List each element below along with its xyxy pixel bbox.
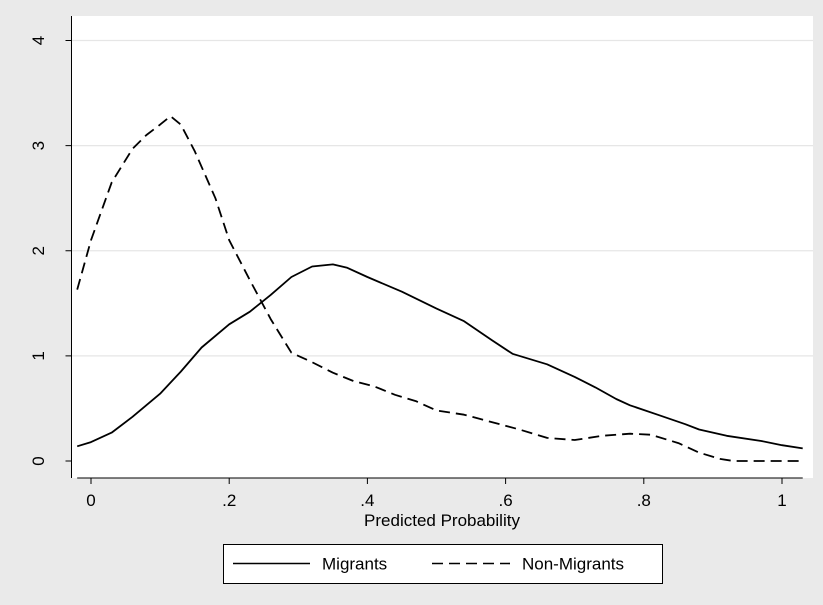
x-tick-label: .2 xyxy=(222,491,236,510)
x-tick-label: 1 xyxy=(777,491,786,510)
axes: 0 1 2 3 4 0 .2 .4 .6 .8 1 xyxy=(29,16,803,510)
legend: Migrants Non-Migrants xyxy=(223,544,663,584)
y-tick-label: 2 xyxy=(29,246,48,255)
y-tick-label: 1 xyxy=(29,351,48,360)
x-tick-label: .4 xyxy=(360,491,374,510)
x-tick-label: .6 xyxy=(499,491,513,510)
x-axis-title: Predicted Probability xyxy=(364,511,520,530)
y-tick-label: 4 xyxy=(29,36,48,45)
series-line xyxy=(76,115,803,462)
x-tick-label: 0 xyxy=(86,491,95,510)
x-tick-label: .8 xyxy=(637,491,651,510)
series-line xyxy=(76,263,803,450)
y-tick-label: 0 xyxy=(29,456,48,465)
legend-label: Migrants xyxy=(322,555,387,574)
legend-label: Non-Migrants xyxy=(522,555,624,574)
plot-area xyxy=(71,16,813,478)
series-lines xyxy=(76,115,803,462)
y-tick-label: 3 xyxy=(29,141,48,150)
